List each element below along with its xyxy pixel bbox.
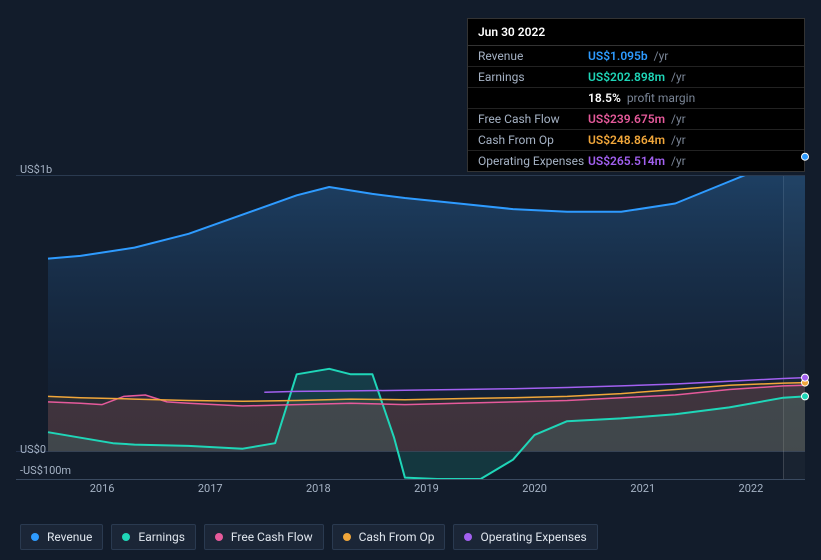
legend-dot-icon (31, 533, 39, 541)
legend-item-opex[interactable]: Operating Expenses (453, 524, 597, 550)
series-end-marker-revenue (801, 153, 809, 161)
y-axis-label: US$0 (20, 443, 46, 456)
legend-label: Free Cash Flow (231, 530, 313, 544)
tooltip-row: 18.5% profit margin (468, 88, 804, 109)
tooltip-row-value: US$1.095b /yr (588, 49, 668, 63)
tooltip-row-value: 18.5% profit margin (588, 91, 695, 105)
series-end-marker-opex (801, 374, 809, 382)
x-axis-label: 2021 (589, 482, 697, 502)
tooltip-row: Operating ExpensesUS$265.514m /yr (468, 151, 804, 171)
tooltip-row-label: Earnings (478, 70, 588, 84)
legend-item-fcf[interactable]: Free Cash Flow (204, 524, 324, 550)
chart-plot-area[interactable] (16, 175, 805, 480)
x-axis-label: 2016 (48, 482, 156, 502)
y-axis-label: US$1b (20, 163, 52, 176)
legend-label: Cash From Op (359, 530, 435, 544)
financial-chart: Jun 30 2022 RevenueUS$1.095b /yrEarnings… (0, 0, 821, 560)
tooltip-row-label: Operating Expenses (478, 154, 588, 168)
legend-item-revenue[interactable]: Revenue (20, 524, 103, 550)
tooltip-row-value: US$202.898m /yr (588, 70, 686, 84)
y-axis-label: -US$100m (20, 464, 71, 477)
legend-item-cfo[interactable]: Cash From Op (332, 524, 446, 550)
tooltip-date: Jun 30 2022 (468, 19, 804, 46)
legend-dot-icon (343, 533, 351, 541)
tooltip-row-label (478, 91, 588, 105)
x-axis-label: 2019 (372, 482, 480, 502)
x-axis-label: 2017 (156, 482, 264, 502)
x-axis-label: 2018 (264, 482, 372, 502)
chart-svg (16, 176, 805, 479)
x-axis-label: 2022 (697, 482, 805, 502)
legend-dot-icon (215, 533, 223, 541)
tooltip-row-value: US$248.864m /yr (588, 133, 686, 147)
tooltip-row-value: US$239.675m /yr (588, 112, 686, 126)
tooltip-row-label: Cash From Op (478, 133, 588, 147)
legend-dot-icon (122, 533, 130, 541)
legend-label: Revenue (47, 530, 92, 544)
tooltip-row-value: US$265.514m /yr (588, 154, 686, 168)
tooltip-row: Cash From OpUS$248.864m /yr (468, 130, 804, 151)
series-end-marker-earnings (801, 392, 809, 400)
legend-label: Operating Expenses (480, 530, 586, 544)
tooltip-row: EarningsUS$202.898m /yr (468, 67, 804, 88)
legend-label: Earnings (138, 530, 185, 544)
tooltip-row-label: Revenue (478, 49, 588, 63)
tooltip-row: RevenueUS$1.095b /yr (468, 46, 804, 67)
legend-dot-icon (464, 533, 472, 541)
legend-item-earnings[interactable]: Earnings (111, 524, 196, 550)
chart-legend: Revenue Earnings Free Cash Flow Cash From O… (20, 524, 598, 550)
x-axis-label: 2020 (481, 482, 589, 502)
tooltip-row: Free Cash FlowUS$239.675m /yr (468, 109, 804, 130)
tooltip-row-label: Free Cash Flow (478, 112, 588, 126)
chart-x-axis: 2016201720182019202020212022 (48, 482, 805, 502)
chart-tooltip: Jun 30 2022 RevenueUS$1.095b /yrEarnings… (467, 18, 805, 172)
